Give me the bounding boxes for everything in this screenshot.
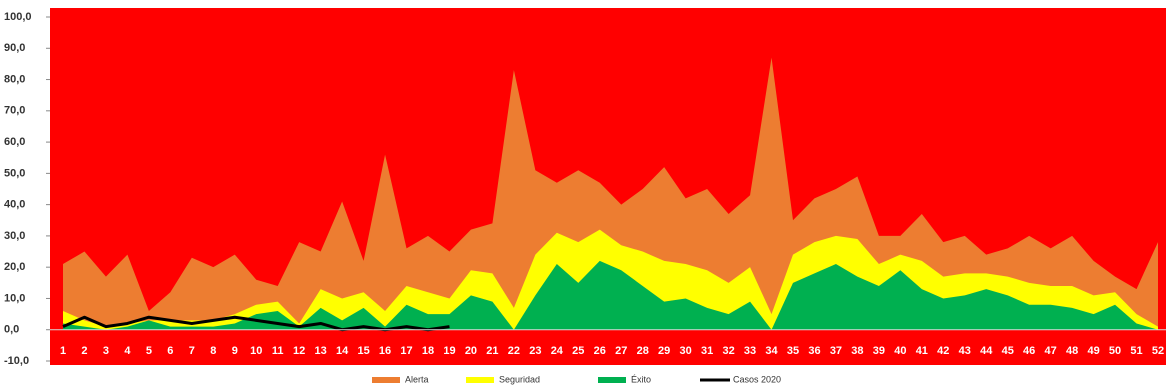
x-tick-label: 25 — [572, 345, 584, 357]
x-tick-label: 30 — [680, 345, 692, 357]
legend-label: Seguridad — [499, 374, 540, 384]
x-tick-label: 29 — [658, 345, 670, 357]
y-tick-label: 10,0 — [4, 292, 25, 304]
x-tick-label: 47 — [1045, 345, 1057, 357]
x-tick-label: 44 — [980, 345, 993, 357]
x-tick-label: 27 — [615, 345, 627, 357]
x-tick-label: 11 — [272, 345, 284, 357]
y-tick-label: 50,0 — [4, 167, 25, 179]
x-tick-label: 33 — [744, 345, 756, 357]
x-tick-label: 50 — [1109, 345, 1121, 357]
x-tick-label: 36 — [808, 345, 820, 357]
x-tick-label: 2 — [81, 345, 87, 357]
x-tick-label: 38 — [851, 345, 863, 357]
y-tick-label: 20,0 — [4, 261, 25, 273]
x-tick-label: 31 — [701, 345, 713, 357]
legend-swatch — [372, 377, 400, 383]
y-tick-label: 80,0 — [4, 73, 25, 85]
area — [63, 57, 1158, 330]
x-tick-label: 6 — [167, 345, 173, 357]
x-tick-label: 26 — [594, 345, 606, 357]
y-tick-label: 60,0 — [4, 136, 25, 148]
x-tick-label: 49 — [1087, 345, 1099, 357]
x-tick-label: 8 — [210, 345, 216, 357]
x-tick-label: 3 — [103, 345, 109, 357]
legend-label: Casos 2020 — [733, 374, 781, 384]
x-tick-label: 51 — [1130, 345, 1142, 357]
x-tick-label: 28 — [637, 345, 649, 357]
x-tick-label: 32 — [722, 345, 734, 357]
area — [63, 260, 1158, 330]
x-tick-label: 23 — [529, 345, 541, 357]
x-tick-label: 21 — [486, 345, 498, 357]
x-tick-label: 39 — [873, 345, 885, 357]
legend-label: Alerta — [405, 374, 429, 384]
x-tick-label: 7 — [189, 345, 195, 357]
x-tick-label: 18 — [422, 345, 434, 357]
x-tick-label: 48 — [1066, 345, 1078, 357]
y-tick-label: -10,0 — [4, 355, 29, 367]
x-tick-label: 13 — [315, 345, 327, 357]
x-tick-label: 19 — [443, 345, 455, 357]
x-tick-label: 5 — [146, 345, 152, 357]
x-tick-label: 41 — [916, 345, 928, 357]
x-tick-label: 52 — [1152, 345, 1164, 357]
x-tick-label: 42 — [937, 345, 949, 357]
x-tick-label: 34 — [765, 345, 778, 357]
x-tick-label: 35 — [787, 345, 799, 357]
x-tick-label: 12 — [293, 345, 305, 357]
y-tick-label: 70,0 — [4, 105, 25, 117]
y-tick-label: 30,0 — [4, 230, 25, 242]
y-tick-label: 100,0 — [4, 11, 32, 23]
x-tick-label: 22 — [508, 345, 520, 357]
x-tick-label: 43 — [959, 345, 971, 357]
y-tick-label: 90,0 — [4, 42, 25, 54]
legend-label: Éxito — [631, 374, 651, 384]
x-tick-label: 1 — [60, 345, 66, 357]
legend-swatch — [466, 377, 494, 383]
y-tick-label: 0,0 — [4, 324, 19, 336]
x-tick-label: 9 — [232, 345, 238, 357]
x-tick-label: 37 — [830, 345, 842, 357]
y-tick-label: 40,0 — [4, 199, 25, 211]
x-tick-label: 17 — [400, 345, 412, 357]
x-tick-label: 20 — [465, 345, 477, 357]
legend-swatch — [598, 377, 626, 383]
x-tick-label: 15 — [357, 345, 369, 357]
x-tick-label: 16 — [379, 345, 391, 357]
x-tick-label: 40 — [894, 345, 906, 357]
x-tick-label: 24 — [551, 345, 564, 357]
x-tick-label: 45 — [1002, 345, 1014, 357]
x-tick-label: 10 — [250, 345, 262, 357]
x-tick-label: 46 — [1023, 345, 1035, 357]
x-tick-label: 14 — [336, 345, 349, 357]
x-tick-label: 4 — [124, 345, 131, 357]
